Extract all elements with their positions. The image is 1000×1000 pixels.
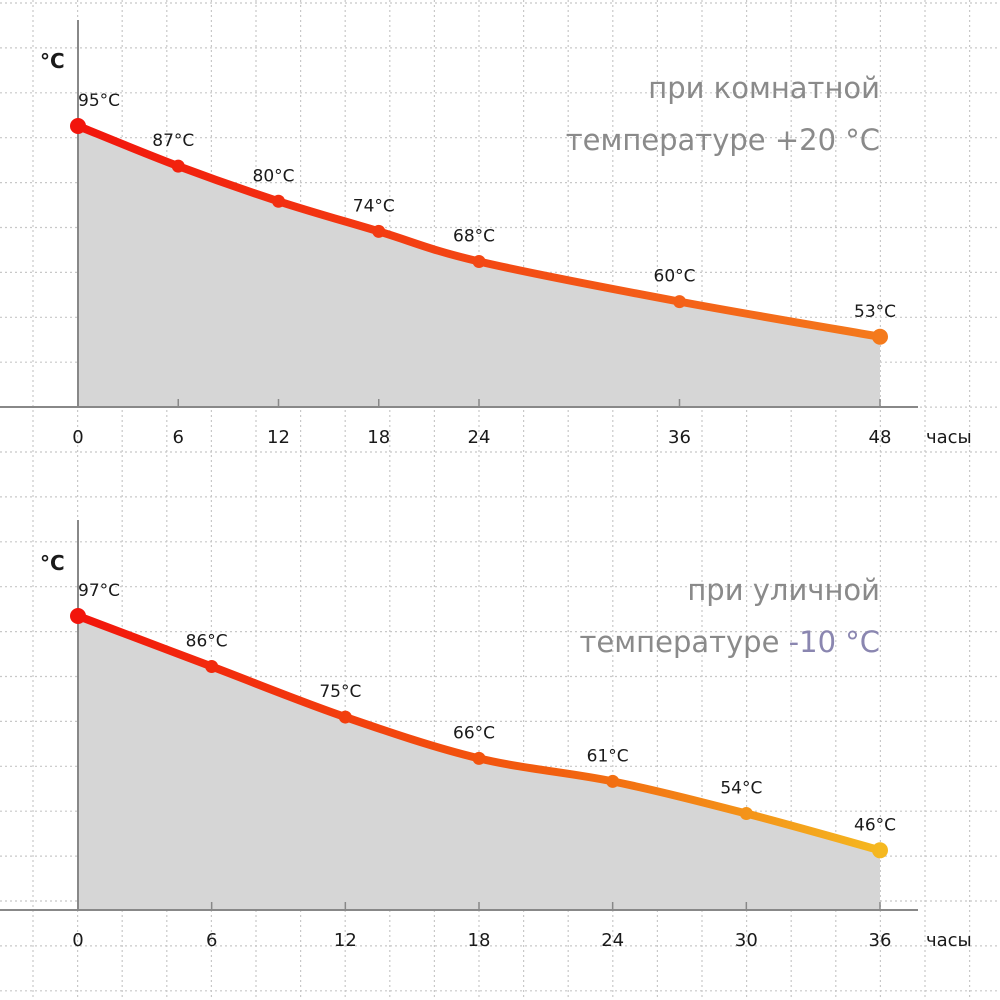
data-label: 80°C [253, 166, 295, 186]
data-point [70, 608, 86, 624]
data-label: 66°C [453, 723, 495, 743]
data-label: 60°C [654, 267, 696, 287]
x-tick-label: 0 [72, 930, 83, 951]
data-point [739, 807, 753, 821]
data-point [872, 328, 888, 345]
x-tick-label: 24 [601, 930, 624, 951]
x-tick-label: 18 [468, 930, 491, 951]
data-label: 53°C [854, 302, 896, 322]
chart-outdoor-temperature: °C часы 0 6 12 18 24 30 36 97°C 86°C 75°C 66°C 61°C 54… [0, 520, 972, 951]
data-label: 86°C [186, 632, 228, 652]
data-label: 87°C [152, 131, 194, 151]
data-point [872, 842, 888, 859]
chart-title-highlight: -10 °C [789, 625, 880, 659]
data-point [472, 751, 486, 765]
x-tick-label: 30 [735, 930, 758, 951]
data-point [338, 710, 352, 724]
x-tick-label: 0 [72, 427, 83, 448]
data-label: 61°C [587, 746, 629, 766]
data-label: 75°C [319, 682, 361, 702]
x-axis-label: часы [926, 930, 972, 951]
data-label: 46°C [854, 815, 896, 835]
data-point [606, 774, 620, 788]
x-tick-label: 6 [173, 427, 184, 448]
data-point [372, 224, 386, 238]
data-point [272, 194, 285, 208]
x-tick-label: 36 [869, 930, 892, 951]
x-tick-label: 18 [367, 427, 390, 448]
chart-title-line2: температуре -10 °C [580, 625, 880, 659]
x-tick-label: 48 [869, 427, 892, 448]
x-axis-label: часы [926, 427, 972, 448]
chart-title-text: температуре [580, 625, 789, 659]
data-label: 97°C [78, 581, 120, 601]
data-point [70, 118, 86, 134]
data-point [472, 254, 486, 268]
x-tick-label: 6 [206, 930, 217, 951]
y-axis-label: °C [40, 551, 65, 575]
x-tick-label: 12 [267, 427, 290, 448]
chart-room-temperature: °C часы 0 6 12 18 24 36 48 95°C 87°C 80°C 74°C 68°C 60… [0, 20, 972, 448]
data-label: 95°C [78, 91, 120, 111]
chart-title-text: температуре +20 °C [566, 123, 880, 157]
x-tick-label: 36 [668, 427, 691, 448]
data-label: 54°C [720, 779, 762, 799]
x-tick-label: 12 [334, 930, 357, 951]
data-label: 74°C [353, 196, 395, 216]
data-label: 68°C [453, 226, 495, 246]
x-tick-label: 24 [468, 427, 491, 448]
chart-title-line1: при уличной [687, 573, 880, 607]
chart-title-line2: температуре +20 °C [566, 123, 880, 157]
chart-title-line1: при комнатной [648, 71, 880, 105]
data-point [171, 159, 185, 173]
data-point [673, 295, 686, 309]
y-axis-label: °C [40, 49, 65, 73]
data-point [205, 660, 219, 674]
